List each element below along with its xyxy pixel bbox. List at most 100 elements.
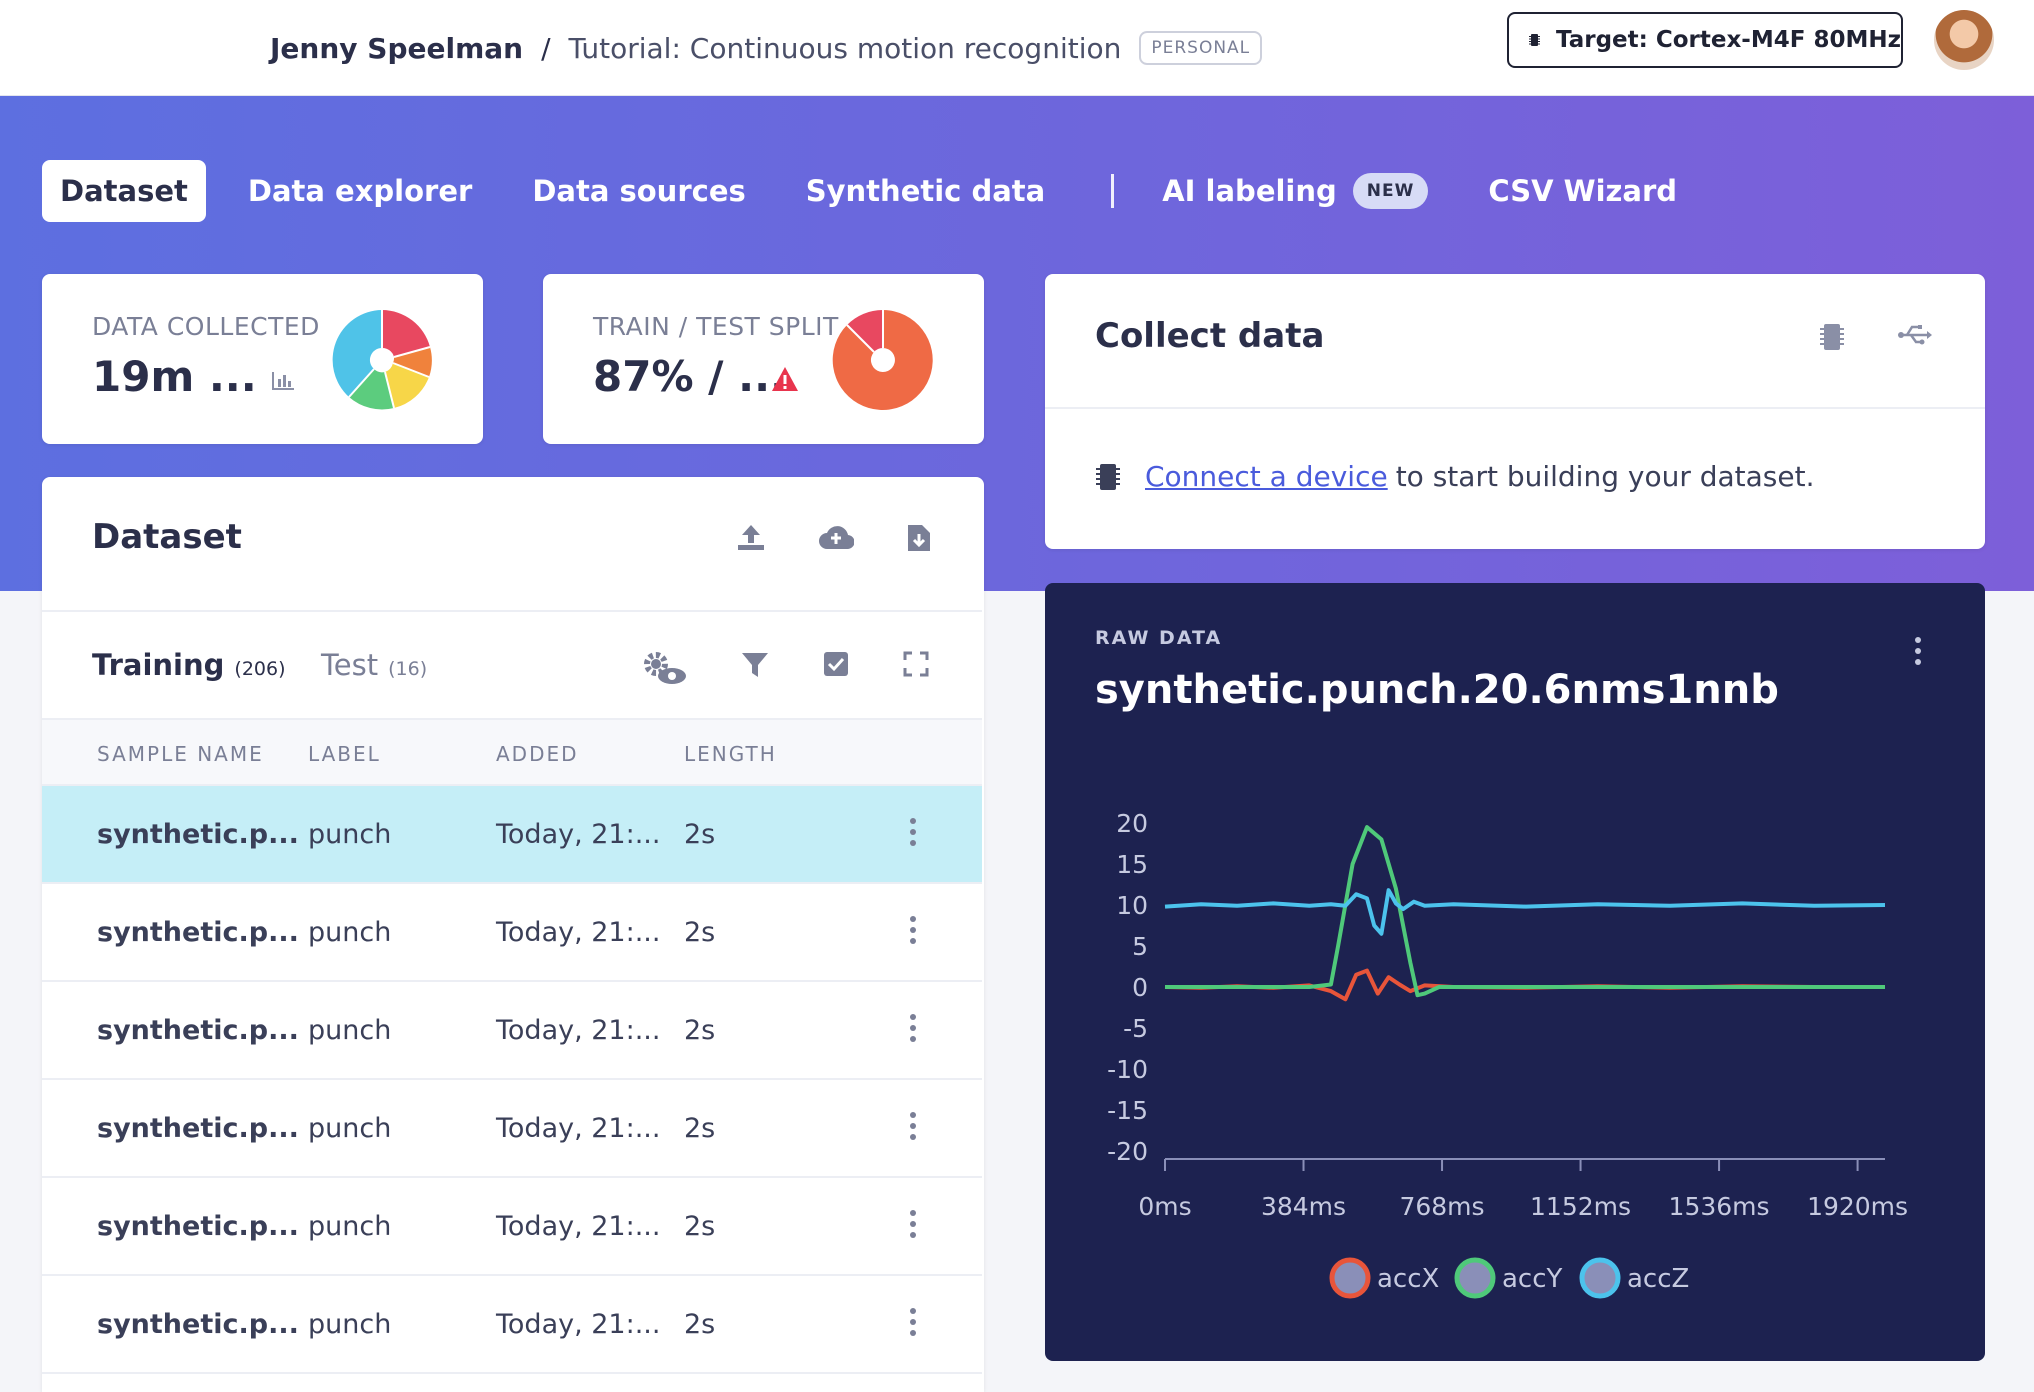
legend-marker-accY xyxy=(1454,1257,1496,1299)
upload-icon[interactable] xyxy=(736,523,766,553)
sample-length: 2s xyxy=(684,1211,716,1242)
breadcrumb-owner[interactable]: Jenny Speelman xyxy=(270,31,524,65)
sample-label: punch xyxy=(308,819,392,850)
personal-badge: PERSONAL xyxy=(1139,31,1263,65)
new-badge: NEW xyxy=(1352,173,1429,209)
row-menu-icon[interactable] xyxy=(910,1308,918,1340)
column-label[interactable]: LABEL xyxy=(308,742,381,766)
sample-added: Today, 21:... xyxy=(496,1015,661,1046)
sample-name: synthetic.p... xyxy=(97,819,299,850)
target-label: Target: Cortex-M4F 80MHz xyxy=(1556,27,1901,53)
legend-label-accY: accY xyxy=(1502,1264,1563,1294)
y-tick-label: -15 xyxy=(1107,1096,1148,1125)
expand-icon[interactable] xyxy=(902,650,930,678)
x-tick-label: 1920ms xyxy=(1807,1192,1908,1221)
tab-data-sources[interactable]: Data sources xyxy=(532,174,746,208)
sample-length: 2s xyxy=(684,819,716,850)
sample-length: 2s xyxy=(684,917,716,948)
y-tick-label: 20 xyxy=(1116,809,1148,838)
subtab-test[interactable]: Test (16) xyxy=(321,648,427,682)
select-checkbox-icon[interactable] xyxy=(822,650,850,678)
column-length[interactable]: LENGTH xyxy=(684,742,777,766)
sample-added: Today, 21:... xyxy=(496,1113,661,1144)
collect-data-card: Collect data Connect a device to start b… xyxy=(1045,274,1985,549)
bar-chart-icon[interactable] xyxy=(270,370,296,392)
tab-bar: Dataset Data explorer Data sources Synth… xyxy=(42,160,1719,222)
train-test-value: 87% / ... xyxy=(593,352,786,401)
x-tick-label: 768ms xyxy=(1399,1192,1484,1221)
settings-view-icon[interactable] xyxy=(642,650,688,686)
y-tick-label: -20 xyxy=(1107,1137,1148,1166)
sample-name: synthetic.p... xyxy=(97,1211,299,1242)
raw-data-label: RAW DATA xyxy=(1095,627,1223,649)
column-sample-name[interactable]: SAMPLE NAME xyxy=(97,742,264,766)
table-row[interactable]: synthetic.p... punch Today, 21:... 2s xyxy=(42,1178,982,1276)
raw-data-title: synthetic.punch.20.6nms1nnb xyxy=(1095,667,1779,713)
data-collected-value: 19m ... xyxy=(92,352,257,401)
sample-name: synthetic.p... xyxy=(97,1015,299,1046)
train-test-card: TRAIN / TEST SPLIT 87% / ... xyxy=(543,274,984,444)
row-menu-icon[interactable] xyxy=(910,1014,918,1046)
top-bar: Jenny Speelman / Tutorial: Continuous mo… xyxy=(0,0,2034,96)
dataset-title: Dataset xyxy=(92,517,242,557)
label-distribution-pie[interactable] xyxy=(330,308,434,412)
sample-label: punch xyxy=(308,917,392,948)
dataset-panel: Dataset Training (206) Test (16) SAMPLE NA… xyxy=(42,477,984,1392)
table-row[interactable]: synthetic.p... punch Today, 21:... 2s xyxy=(42,1080,982,1178)
tab-csv-wizard[interactable]: CSV Wizard xyxy=(1488,174,1678,208)
y-tick-label: 15 xyxy=(1116,850,1148,879)
sample-added: Today, 21:... xyxy=(496,917,661,948)
train-test-pie[interactable] xyxy=(831,308,935,412)
cloud-upload-icon[interactable] xyxy=(818,523,854,551)
table-row[interactable]: synthetic.p... punch Today, 21:... 2s xyxy=(42,982,982,1080)
tab-dataset[interactable]: Dataset xyxy=(42,160,206,222)
filter-icon[interactable] xyxy=(740,650,770,680)
dataset-actions xyxy=(736,523,932,553)
subtab-training[interactable]: Training (206) xyxy=(92,648,286,682)
subtab-test-label: Test xyxy=(321,648,379,682)
connect-device-link[interactable]: Connect a device xyxy=(1145,460,1388,493)
sample-length: 2s xyxy=(684,1309,716,1340)
train-test-label: TRAIN / TEST SPLIT xyxy=(593,312,839,341)
tab-ai-labeling[interactable]: AI labeling NEW xyxy=(1144,160,1446,222)
avatar[interactable] xyxy=(1934,10,1994,70)
target-device-button[interactable]: Target: Cortex-M4F 80MHz xyxy=(1507,12,1903,68)
breadcrumb-separator: / xyxy=(541,31,551,65)
row-menu-icon[interactable] xyxy=(910,916,918,948)
legend-label-accZ: accZ xyxy=(1627,1264,1689,1294)
device-chip-icon[interactable] xyxy=(1819,322,1845,352)
tab-ai-labeling-label: AI labeling xyxy=(1162,174,1337,208)
breadcrumb: Jenny Speelman / Tutorial: Continuous mo… xyxy=(270,24,1263,72)
row-menu-icon[interactable] xyxy=(910,818,918,850)
file-download-icon[interactable] xyxy=(906,523,932,553)
column-added[interactable]: ADDED xyxy=(496,742,579,766)
raw-data-menu-icon[interactable] xyxy=(1915,637,1923,670)
table-row[interactable]: synthetic.p... punch Today, 21:... 2s xyxy=(42,786,982,884)
raw-data-panel: RAW DATA synthetic.punch.20.6nms1nnb 20 1… xyxy=(1045,583,1985,1361)
raw-data-chart: 20 15 10 5 0 -5 -10 -15 -20 0ms 384ms 768ms 1152ms 15… xyxy=(1107,809,1908,1299)
y-tick-label: 0 xyxy=(1132,973,1148,1002)
tab-data-explorer[interactable]: Data explorer xyxy=(247,174,473,208)
list-actions xyxy=(642,650,930,686)
breadcrumb-project[interactable]: Tutorial: Continuous motion recognition xyxy=(568,31,1122,65)
table-row[interactable]: synthetic.p... punch Today, 21:... 2s xyxy=(42,1276,982,1374)
x-tick-label: 384ms xyxy=(1261,1192,1346,1221)
row-menu-icon[interactable] xyxy=(910,1112,918,1144)
tab-synthetic-data[interactable]: Synthetic data xyxy=(805,174,1046,208)
sample-length: 2s xyxy=(684,1015,716,1046)
row-menu-icon[interactable] xyxy=(910,1210,918,1242)
table-row[interactable]: synthetic.p... punch Today, 21:... 2s xyxy=(42,884,982,982)
warning-icon[interactable] xyxy=(771,366,799,392)
y-tick-label: 5 xyxy=(1132,932,1148,961)
y-tick-label: -5 xyxy=(1123,1014,1148,1043)
table-header: SAMPLE NAME LABEL ADDED LENGTH xyxy=(42,720,982,786)
x-tick-label: 0ms xyxy=(1138,1192,1191,1221)
sample-added: Today, 21:... xyxy=(496,1309,661,1340)
series-line-accX xyxy=(1164,968,1885,1002)
subtab-training-label: Training xyxy=(92,648,225,682)
device-icon xyxy=(1096,463,1120,490)
dataset-subtabs: Training (206) Test (16) xyxy=(42,610,982,720)
sample-length: 2s xyxy=(684,1113,716,1144)
usb-icon[interactable] xyxy=(1897,322,1933,348)
collect-divider xyxy=(1045,407,1985,409)
